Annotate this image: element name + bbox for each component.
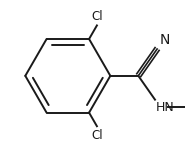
Text: Cl: Cl — [91, 129, 103, 142]
Text: N: N — [159, 33, 170, 47]
Text: Cl: Cl — [91, 10, 103, 23]
Text: HN: HN — [155, 101, 174, 114]
